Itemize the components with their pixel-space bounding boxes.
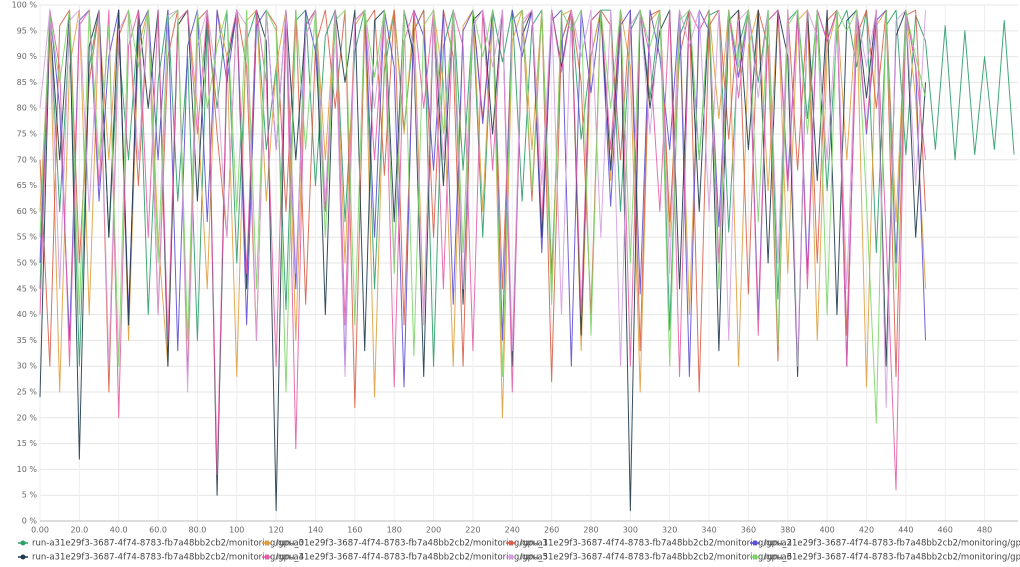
series-line: [39, 9, 927, 408]
y-tick-label: 45 %: [17, 284, 38, 293]
x-tick-label: 380: [780, 526, 795, 535]
y-tick-label: 40 %: [17, 310, 38, 319]
y-tick-label: 10 %: [17, 465, 38, 474]
legend-marker-dot: [508, 554, 514, 560]
x-tick-label: 360: [741, 526, 756, 535]
y-tick-label: 100 %: [12, 1, 38, 10]
legend-item[interactable]: run-a31e29f3-3687-4f74-8783-fb7a48bb2cb2…: [262, 553, 548, 563]
x-tick-label: 300: [623, 526, 638, 535]
y-tick-label: 55 %: [17, 233, 38, 242]
legend-label: run-a31e29f3-3687-4f74-8783-fb7a48bb2cb2…: [276, 553, 548, 563]
legend-marker-dot: [508, 540, 514, 546]
y-tick-label: 0 %: [22, 517, 38, 526]
legend-marker-dot: [752, 554, 758, 560]
y-tick-label: 85 %: [17, 78, 38, 87]
legend-marker-dot: [20, 540, 26, 546]
y-tick-label: 90 %: [17, 52, 38, 61]
legend-marker-dot: [752, 540, 758, 546]
series-line: [39, 9, 926, 424]
y-tick-label: 70 %: [17, 155, 38, 164]
x-tick-label: 240: [505, 526, 520, 535]
x-tick-label: 340: [701, 526, 716, 535]
x-tick-label: 60.0: [149, 526, 167, 535]
x-tick-label: 80.0: [189, 526, 207, 535]
x-tick-label: 140: [308, 526, 323, 535]
legend-item[interactable]: run-a31e29f3-3687-4f74-8783-fb7a48bb2cb2…: [18, 553, 304, 563]
x-tick-label: 100: [229, 526, 244, 535]
y-tick-label: 65 %: [17, 181, 38, 190]
x-tick-label: 440: [898, 526, 913, 535]
legend-item[interactable]: run-a31e29f3-3687-4f74-8783-fb7a48bb2cb2…: [750, 553, 1020, 563]
x-tick-label: 460: [938, 526, 953, 535]
y-tick-label: 60 %: [17, 207, 38, 216]
legend-item[interactable]: run-a31e29f3-3687-4f74-8783-fb7a48bb2cb2…: [262, 539, 548, 549]
y-tick-label: 50 %: [17, 259, 38, 268]
x-tick-label: 480: [977, 526, 992, 535]
y-tick-label: 20 %: [17, 413, 38, 422]
legend-item[interactable]: run-a31e29f3-3687-4f74-8783-fb7a48bb2cb2…: [506, 553, 792, 563]
y-tick-label: 5 %: [22, 491, 38, 500]
x-tick-label: 160: [347, 526, 362, 535]
legend-label: run-a31e29f3-3687-4f74-8783-fb7a48bb2cb2…: [764, 553, 1020, 563]
legend-marker-dot: [264, 540, 270, 546]
x-tick-label: 280: [583, 526, 598, 535]
x-tick-label: 120: [268, 526, 283, 535]
legend-label: run-a31e29f3-3687-4f74-8783-fb7a48bb2cb2…: [520, 553, 792, 563]
x-tick-label: 200: [426, 526, 441, 535]
x-tick-label: 420: [859, 526, 874, 535]
legend-item[interactable]: run-a31e29f3-3687-4f74-8783-fb7a48bb2cb2…: [506, 539, 792, 549]
y-tick-label: 35 %: [17, 336, 38, 345]
x-tick-label: 220: [465, 526, 480, 535]
x-tick-label: 0.00: [31, 526, 49, 535]
legend-item[interactable]: run-a31e29f3-3687-4f74-8783-fb7a48bb2cb2…: [18, 539, 304, 549]
legend-label: run-a31e29f3-3687-4f74-8783-fb7a48bb2cb2…: [32, 553, 304, 563]
y-tick-label: 25 %: [17, 388, 38, 397]
x-tick-label: 20.0: [70, 526, 88, 535]
x-tick-label: 400: [819, 526, 834, 535]
legend-label: run-a31e29f3-3687-4f74-8783-fb7a48bb2cb2…: [32, 539, 304, 549]
y-tick-label: 95 %: [17, 26, 38, 35]
x-tick-label: 40.0: [110, 526, 128, 535]
legend-item[interactable]: run-a31e29f3-3687-4f74-8783-fb7a48bb2cb2…: [750, 539, 1020, 549]
legend-label: run-a31e29f3-3687-4f74-8783-fb7a48bb2cb2…: [520, 539, 792, 549]
x-tick-label: 180: [387, 526, 402, 535]
x-tick-label: 320: [662, 526, 677, 535]
y-tick-label: 80 %: [17, 104, 38, 113]
legend-marker-dot: [264, 554, 270, 560]
legend-label: run-a31e29f3-3687-4f74-8783-fb7a48bb2cb2…: [276, 539, 548, 549]
x-tick-label: 260: [544, 526, 559, 535]
y-tick-label: 15 %: [17, 439, 38, 448]
legend-marker-dot: [20, 554, 26, 560]
y-tick-label: 75 %: [17, 130, 38, 139]
legend-label: run-a31e29f3-3687-4f74-8783-fb7a48bb2cb2…: [764, 539, 1020, 549]
y-tick-label: 30 %: [17, 362, 38, 371]
legend: run-a31e29f3-3687-4f74-8783-fb7a48bb2cb2…: [18, 539, 1020, 563]
